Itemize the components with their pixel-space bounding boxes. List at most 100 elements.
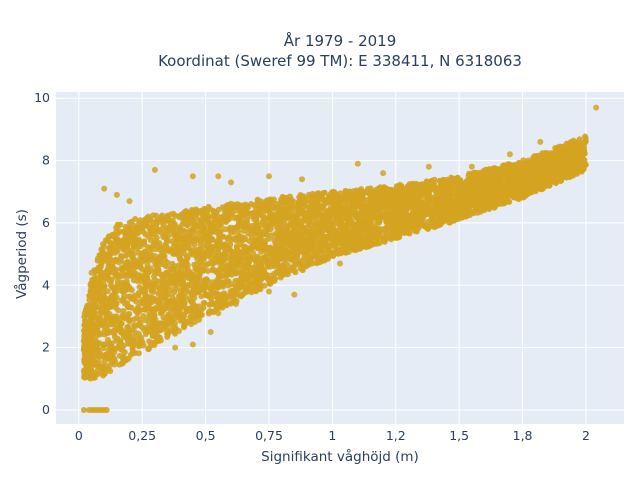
data-point	[151, 318, 157, 325]
data-point	[567, 173, 574, 180]
data-point	[552, 164, 559, 171]
data-point	[164, 212, 171, 219]
data-point	[148, 231, 155, 238]
data-point	[140, 342, 147, 349]
data-point	[396, 212, 402, 218]
data-point	[104, 330, 111, 337]
data-point	[258, 263, 265, 270]
data-point	[282, 230, 288, 237]
data-point	[151, 273, 157, 280]
data-point	[161, 272, 168, 279]
data-point	[189, 305, 196, 312]
data-point	[100, 284, 107, 291]
data-point	[547, 161, 554, 168]
data-point	[349, 232, 356, 239]
data-point	[146, 338, 153, 345]
data-point	[421, 204, 428, 211]
data-point	[243, 256, 250, 263]
data-point	[289, 211, 296, 218]
data-point	[231, 263, 237, 270]
data-point	[235, 228, 242, 235]
data-point	[343, 248, 350, 255]
data-point	[384, 216, 391, 223]
data-point	[176, 271, 182, 278]
data-point	[94, 339, 101, 346]
data-point	[515, 194, 522, 201]
data-point	[138, 221, 145, 228]
data-point	[100, 243, 107, 250]
data-point	[148, 218, 155, 225]
data-point	[140, 300, 147, 307]
data-point	[345, 213, 352, 220]
data-point	[453, 179, 460, 186]
data-point	[266, 247, 273, 253]
data-point	[187, 216, 194, 223]
data-point	[156, 296, 163, 303]
data-point	[493, 197, 500, 204]
data-point	[98, 309, 105, 316]
data-point	[204, 216, 211, 223]
data-point	[439, 216, 446, 223]
data-point	[114, 335, 121, 342]
data-point	[430, 212, 437, 219]
data-point	[106, 245, 113, 252]
data-point	[152, 261, 159, 268]
data-point	[187, 314, 194, 321]
data-point	[248, 284, 255, 291]
data-point	[233, 237, 239, 244]
data-point	[225, 212, 232, 219]
data-point	[146, 345, 153, 352]
data-point	[459, 186, 466, 193]
data-point	[87, 288, 94, 295]
data-point	[300, 210, 307, 217]
data-point	[193, 267, 200, 274]
data-point	[112, 289, 119, 296]
data-point	[553, 154, 560, 161]
data-point	[167, 307, 174, 314]
data-point	[115, 278, 121, 285]
data-point	[130, 263, 137, 270]
data-point	[169, 238, 175, 245]
data-point	[276, 204, 283, 211]
data-point	[261, 274, 268, 280]
data-point	[164, 278, 171, 285]
data-point	[103, 304, 110, 310]
data-point	[151, 253, 158, 259]
data-point	[234, 259, 241, 266]
data-point	[361, 237, 367, 244]
data-point	[264, 197, 271, 204]
data-point	[495, 166, 502, 172]
data-point	[323, 241, 330, 248]
data-point	[180, 323, 187, 330]
data-point	[203, 276, 210, 283]
data-point	[215, 206, 222, 213]
data-point	[159, 283, 166, 290]
data-point	[226, 207, 233, 214]
data-point	[380, 212, 387, 219]
data-point	[338, 220, 345, 227]
data-point	[387, 232, 394, 239]
data-point	[365, 237, 372, 244]
data-point	[127, 351, 134, 358]
data-point	[531, 180, 538, 187]
data-point	[101, 358, 108, 365]
data-point	[440, 194, 447, 201]
data-point	[360, 233, 367, 240]
data-point	[244, 275, 250, 282]
data-point	[109, 344, 116, 350]
data-point	[280, 194, 287, 201]
data-point	[225, 270, 232, 277]
data-point	[137, 319, 144, 326]
data-point	[332, 190, 339, 197]
data-point	[193, 313, 200, 320]
data-point	[382, 195, 389, 202]
data-point	[209, 279, 216, 286]
data-point	[95, 348, 102, 355]
data-point	[407, 184, 413, 191]
data-point	[290, 254, 297, 261]
data-point	[113, 318, 120, 325]
data-point	[341, 227, 348, 234]
data-point	[220, 233, 227, 240]
data-point	[109, 231, 116, 238]
